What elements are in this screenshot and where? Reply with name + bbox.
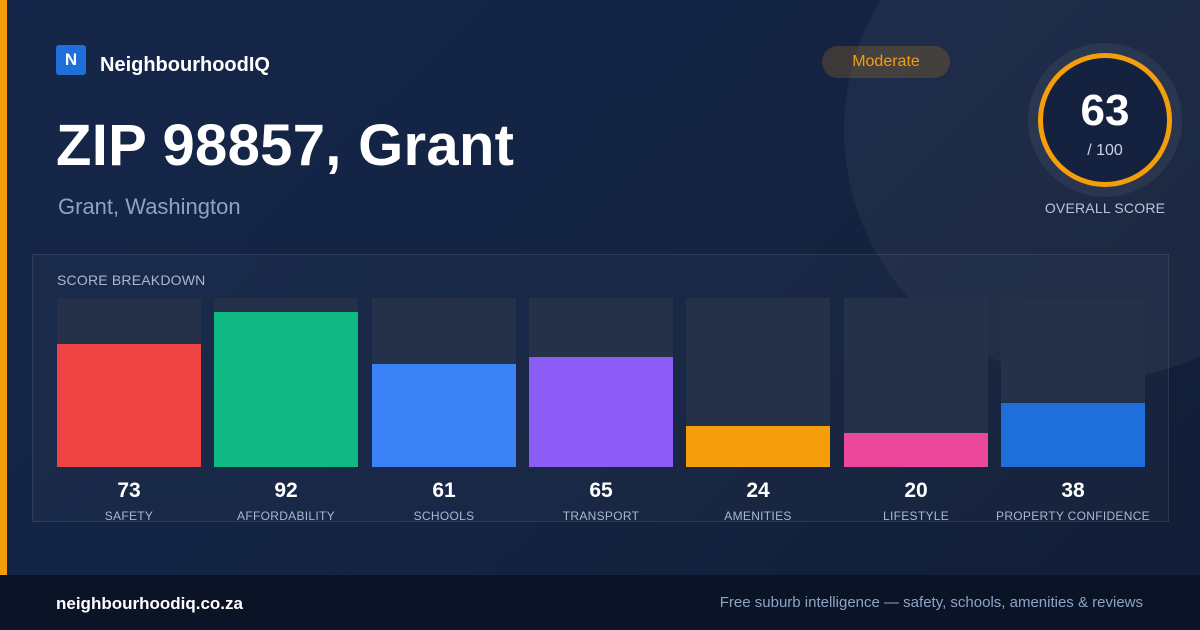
bar-track (57, 298, 201, 467)
score-ring-progress: 63 / 100 (1038, 53, 1172, 187)
score-breakdown-panel: SCORE BREAKDOWN 73 SAFETY 92 AFFORDABILITY 6… (32, 254, 1169, 523)
score-bar-transport: 65 TRANSPORT (529, 298, 673, 523)
bar-label: LIFESTYLE (882, 509, 950, 523)
overall-score-value: 63 (1080, 86, 1130, 135)
breakdown-title: SCORE BREAKDOWN (57, 272, 206, 288)
bar-fill (372, 364, 516, 467)
score-bar-amenities: 24 AMENITIES (686, 298, 830, 523)
bar-track (844, 298, 988, 467)
bar-fill (844, 433, 988, 467)
overall-score-max: / 100 (1087, 142, 1123, 159)
footer-tagline: Free suburb intelligence — safety, schoo… (719, 594, 1143, 611)
brand-name: NeighbourhoodIQ (100, 53, 270, 76)
score-bar-property-confidence: 38 PROPERTY CONFIDENCE (996, 298, 1150, 523)
brand-logo-icon: N (56, 45, 86, 75)
score-bar-lifestyle: 20 LIFESTYLE (844, 298, 988, 523)
bar-track (1001, 298, 1145, 467)
page-title: ZIP 98857, Grant (56, 113, 515, 178)
bar-value: 92 (274, 479, 298, 502)
score-bar-schools: 61 SCHOOLS (372, 298, 516, 523)
overall-score-label: OVERALL SCORE (1044, 200, 1166, 216)
bar-value: 20 (904, 479, 928, 502)
bar-label: PROPERTY CONFIDENCE (996, 509, 1150, 523)
bar-fill (686, 426, 830, 467)
bar-label: SCHOOLS (413, 509, 475, 523)
bar-fill (529, 357, 673, 467)
score-bar-affordability: 92 AFFORDABILITY (214, 298, 358, 523)
accent-bar (0, 0, 7, 575)
overall-score-ring: 63 / 100 (1028, 43, 1182, 197)
bar-label: TRANSPORT (562, 509, 640, 523)
score-bar-safety: 73 SAFETY (57, 298, 201, 523)
bar-label: AFFORDABILITY (237, 509, 335, 523)
bar-value: 65 (589, 479, 613, 502)
bar-value: 38 (1061, 479, 1085, 502)
bar-track (214, 298, 358, 467)
bar-label: AMENITIES (724, 509, 792, 523)
bar-fill (57, 344, 201, 467)
bar-value: 61 (432, 479, 456, 502)
brand[interactable]: N NeighbourhoodIQ (56, 45, 270, 78)
bar-label: SAFETY (104, 509, 154, 523)
footer: neighbourhoodiq.co.za Free suburb intell… (0, 575, 1200, 630)
status-badge: Moderate (822, 46, 950, 78)
location-subtitle: Grant, Washington (58, 194, 241, 219)
bar-fill (1001, 403, 1145, 467)
bar-track (686, 298, 830, 467)
bar-value: 73 (117, 479, 141, 502)
bar-value: 24 (746, 479, 770, 502)
bar-track (529, 298, 673, 467)
bar-fill (214, 312, 358, 467)
bar-track (372, 298, 516, 467)
footer-url-link[interactable]: neighbourhoodiq.co.za (56, 594, 243, 613)
